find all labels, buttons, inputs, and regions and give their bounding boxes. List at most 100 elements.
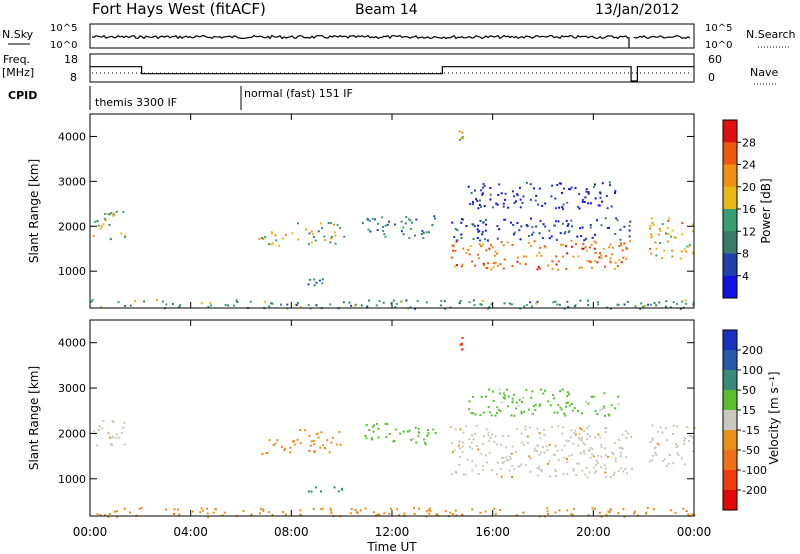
- scatter-cell: [506, 459, 509, 461]
- scatter-cell: [470, 192, 473, 194]
- scatter-cell: [426, 434, 429, 437]
- scatter-cell: [587, 514, 590, 517]
- scatter-cell: [502, 244, 505, 247]
- scatter-cell: [544, 202, 547, 205]
- scatter-cell: [496, 412, 498, 414]
- scatter-cell: [602, 247, 605, 250]
- scatter-cell: [620, 467, 623, 470]
- scatter-cell: [513, 414, 516, 417]
- scatter-cell: [481, 230, 484, 233]
- scatter-cell: [556, 183, 559, 186]
- scatter-cell: [486, 461, 489, 464]
- scatter-cell: [491, 433, 494, 436]
- scatter-cell: [266, 452, 269, 455]
- scatter-cell: [431, 224, 434, 227]
- scatter-cell: [590, 395, 593, 398]
- scatter-cell: [224, 304, 227, 306]
- scatter-cell: [620, 244, 623, 247]
- scatter-cell: [511, 400, 514, 403]
- scatter-cell: [524, 425, 527, 428]
- scatter-cell: [471, 508, 474, 511]
- scatter-cell: [458, 130, 461, 133]
- scatter-cell: [415, 218, 418, 221]
- scatter-cell: [549, 475, 551, 478]
- scatter-cell: [530, 396, 533, 399]
- x-axis: 00:00 04:00 08:00 12:00 16:00 20:00 00:00: [73, 114, 711, 539]
- scatter-cell: [500, 475, 503, 478]
- scatter-cell: [548, 237, 551, 240]
- scatter-cell: [402, 233, 405, 236]
- scatter-cell: [515, 514, 518, 517]
- scatter-cell: [487, 307, 490, 310]
- scatter-cell: [96, 220, 99, 223]
- scatter-cell: [299, 429, 302, 432]
- scatter-cell: [292, 440, 295, 443]
- scatter-cell: [350, 304, 353, 307]
- scatter-cell: [670, 235, 673, 238]
- scatter-cell: [587, 402, 590, 405]
- scatter-cell: [481, 233, 484, 236]
- scatter-cell: [460, 137, 463, 140]
- scatter-cell: [543, 428, 546, 431]
- scatter-cell: [117, 301, 120, 304]
- scatter-cell: [476, 444, 478, 447]
- scatter-cell: [411, 221, 413, 224]
- scatter-cell: [640, 302, 643, 305]
- scatter-cell: [680, 250, 683, 253]
- scatter-cell: [258, 237, 261, 240]
- scatter-cell: [122, 426, 125, 429]
- scatter-cell: [578, 266, 581, 269]
- scatter-cell: [541, 446, 544, 449]
- scatter-cell: [540, 470, 543, 473]
- scatter-cell: [520, 412, 523, 415]
- scatter-cell: [608, 246, 611, 249]
- scatter-cell: [538, 405, 541, 408]
- scatter-cell: [485, 395, 487, 398]
- scatter-cell: [518, 399, 521, 401]
- scatter-cell: [543, 451, 546, 454]
- scatter-cell: [594, 260, 597, 262]
- scatter-cell: [434, 217, 437, 220]
- scatter-cell: [507, 459, 510, 462]
- scatter-cell: [398, 514, 401, 517]
- scatter-cell: [330, 237, 333, 240]
- scatter-cell: [534, 409, 537, 412]
- scatter-cell: [594, 233, 597, 236]
- scatter-cell: [491, 206, 494, 209]
- scatter-cell: [297, 238, 299, 241]
- scatter-cell: [489, 187, 492, 189]
- scatter-cell: [626, 248, 629, 251]
- scatter-cell: [459, 455, 462, 458]
- scatter-cell: [594, 252, 597, 254]
- scatter-cell: [367, 228, 370, 231]
- scatter-cell: [621, 249, 624, 252]
- scatter-cell: [524, 464, 527, 467]
- scatter-cell: [525, 303, 528, 306]
- scatter-cell: [598, 511, 601, 514]
- scatter-cell: [564, 231, 567, 233]
- scatter-cell: [385, 436, 388, 439]
- scatter-cell: [649, 247, 651, 250]
- scatter-cell: [498, 388, 501, 391]
- scatter-cell: [500, 241, 503, 244]
- scatter-cell: [377, 222, 379, 225]
- scatter-cell: [665, 427, 667, 430]
- nsky-trace: [91, 34, 691, 48]
- scatter-cell: [566, 252, 569, 255]
- scatter-cell: [321, 278, 324, 281]
- scatter-cell: [538, 454, 541, 457]
- scatter-cell: [547, 264, 550, 267]
- scatter-cell: [227, 304, 230, 307]
- scatter-cell: [665, 439, 668, 442]
- scatter-cell: [455, 240, 458, 243]
- scatter-cell: [568, 188, 571, 190]
- scatter-cell: [375, 514, 378, 516]
- scatter-cell: [620, 242, 623, 245]
- scatter-cell: [594, 197, 597, 200]
- scatter-cell: [650, 303, 653, 306]
- scatter-cell: [586, 432, 589, 435]
- scatter-cell: [688, 244, 691, 247]
- scatter-cell: [472, 223, 475, 226]
- scatter-cell: [494, 250, 497, 253]
- scatter-cell: [489, 193, 492, 196]
